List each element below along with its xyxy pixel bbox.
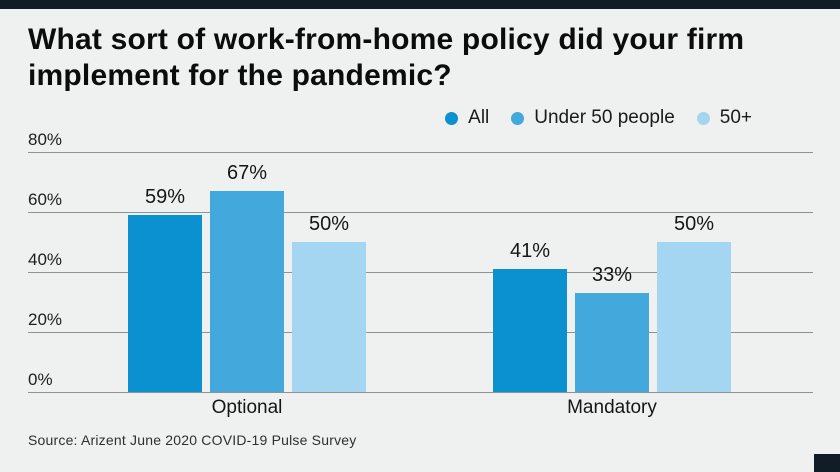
brand-accent-bar: [0, 0, 840, 9]
legend-item-under-50: Under 50 people: [511, 107, 675, 129]
x-axis-category-label: Mandatory: [567, 397, 657, 418]
gridline: [28, 271, 813, 273]
bar-value-label: 50%: [673, 213, 715, 235]
legend-dot-icon: [696, 111, 710, 125]
gridline: [28, 211, 813, 213]
legend-dot-icon: [511, 111, 525, 125]
legend-label: Under 50 people: [534, 107, 675, 128]
bar-50--optional: [292, 242, 366, 392]
gridline: [28, 151, 813, 153]
bar-value-label: 50%: [308, 213, 350, 235]
gridline: [28, 391, 813, 393]
y-axis-tick-label: 20%: [28, 310, 63, 329]
gridline: [28, 331, 813, 333]
source-attribution: Source: Arizent June 2020 COVID-19 Pulse…: [28, 432, 357, 448]
bar-value-label: 33%: [591, 264, 633, 286]
legend-item-50-plus: 50+: [696, 107, 752, 129]
y-axis-tick-label: 0%: [28, 370, 53, 389]
legend-dot-icon: [445, 111, 459, 125]
y-axis-tick-label: 60%: [28, 190, 63, 209]
bar-all-mandatory: [493, 269, 567, 392]
bar-50--mandatory: [657, 242, 731, 392]
brand-corner-mark: [814, 454, 840, 472]
x-axis-category-label: Optional: [211, 397, 283, 418]
bar-value-label: 41%: [509, 240, 551, 262]
legend-item-all: All: [445, 107, 489, 129]
bar-under-50-people-optional: [210, 191, 284, 392]
bar-value-label: 67%: [226, 162, 268, 184]
y-axis-tick-label: 40%: [28, 250, 63, 269]
chart-legend: All Under 50 people 50+: [445, 106, 752, 130]
y-axis-tick-label: 80%: [28, 130, 63, 149]
chart-title: What sort of work-from-home policy did y…: [28, 23, 745, 92]
bar-value-label: 59%: [144, 186, 186, 208]
bar-under-50-people-mandatory: [575, 293, 649, 392]
legend-label: All: [468, 107, 490, 128]
bar-all-optional: [128, 215, 202, 392]
legend-label: 50+: [719, 107, 752, 128]
